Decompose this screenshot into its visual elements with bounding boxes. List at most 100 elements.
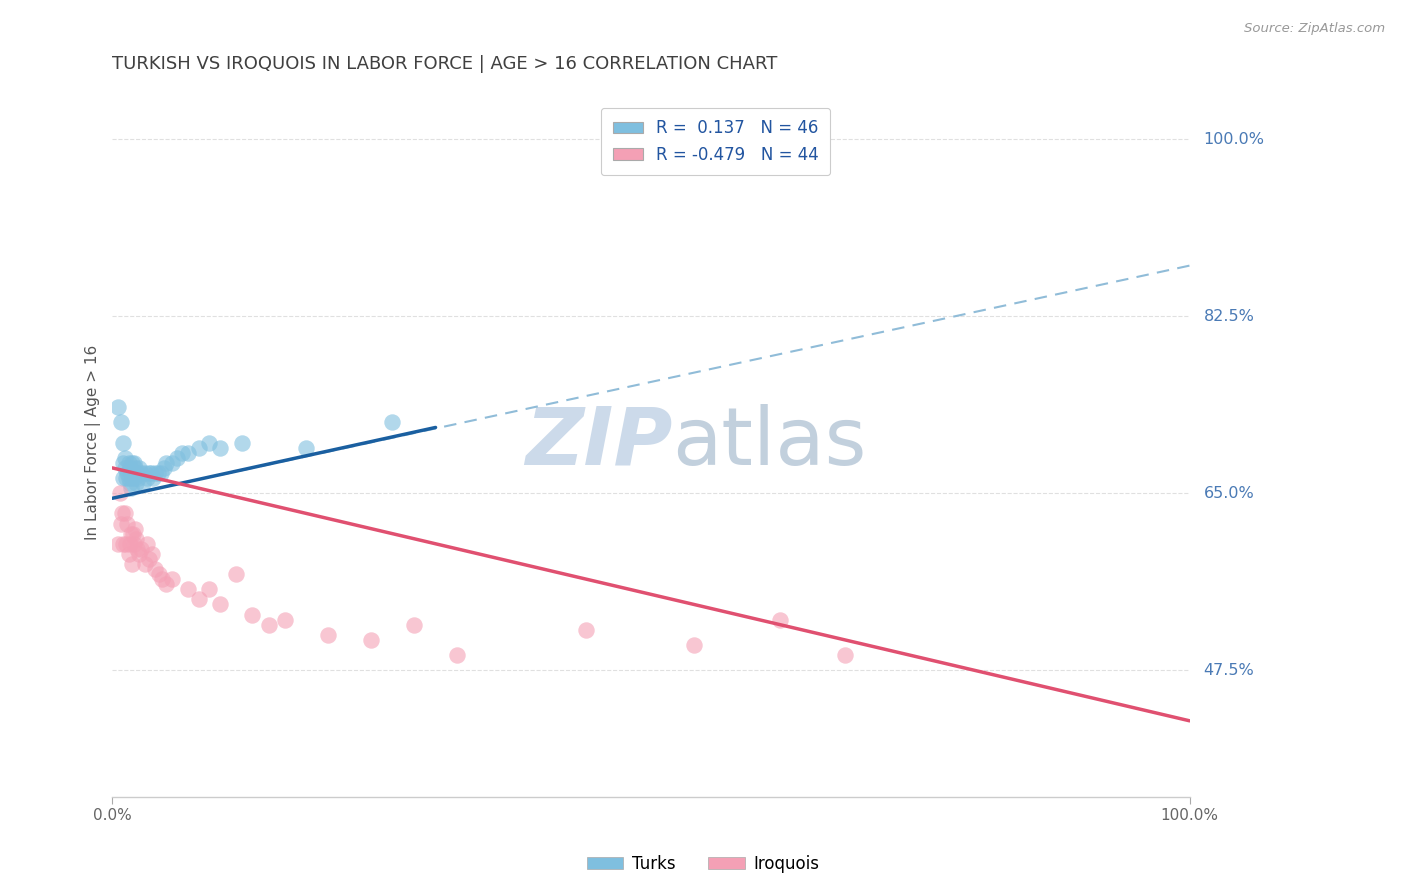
Legend: Turks, Iroquois: Turks, Iroquois: [579, 848, 827, 880]
Point: [160, 572, 183, 586]
Point: [112, 471, 135, 485]
Point: [115, 471, 138, 485]
Point: [120, 481, 142, 495]
Point: [153, 461, 176, 475]
Point: [122, 537, 145, 551]
Point: [112, 537, 135, 551]
Point: [117, 516, 139, 531]
Point: [381, 416, 404, 430]
Point: [117, 547, 139, 561]
Point: [142, 471, 165, 485]
Point: [128, 461, 150, 475]
Point: [209, 441, 232, 455]
Point: [209, 598, 232, 612]
Point: [834, 648, 856, 662]
Point: [107, 537, 129, 551]
Point: [146, 466, 169, 480]
Point: [134, 466, 156, 480]
Point: [135, 537, 157, 551]
Legend: R =  0.137   N = 46, R = -0.479   N = 44: R = 0.137 N = 46, R = -0.479 N = 44: [600, 108, 831, 175]
Point: [131, 541, 153, 556]
Point: [118, 461, 141, 475]
Point: [274, 613, 297, 627]
Point: [122, 471, 145, 485]
Point: [110, 416, 132, 430]
Point: [117, 456, 139, 470]
Point: [107, 401, 129, 415]
Point: [198, 582, 221, 597]
Point: [141, 466, 163, 480]
Point: [683, 638, 706, 652]
Point: [257, 617, 280, 632]
Point: [231, 435, 253, 450]
Point: [172, 446, 194, 460]
Point: [155, 577, 177, 591]
Point: [769, 613, 792, 627]
Point: [120, 526, 142, 541]
Point: [138, 466, 160, 480]
Text: Source: ZipAtlas.com: Source: ZipAtlas.com: [1244, 22, 1385, 36]
Point: [360, 632, 382, 647]
Point: [128, 547, 150, 561]
Point: [127, 466, 149, 480]
Text: 65.0%: 65.0%: [1204, 486, 1254, 500]
Text: 82.5%: 82.5%: [1204, 309, 1254, 324]
Text: TURKISH VS IROQUOIS IN LABOR FORCE | AGE > 16 CORRELATION CHART: TURKISH VS IROQUOIS IN LABOR FORCE | AGE…: [112, 55, 778, 73]
Point: [148, 567, 170, 582]
Point: [110, 516, 132, 531]
Point: [160, 456, 183, 470]
Point: [118, 537, 141, 551]
Point: [122, 526, 145, 541]
Point: [124, 522, 146, 536]
Point: [114, 450, 136, 465]
Text: atlas: atlas: [672, 403, 868, 482]
Point: [122, 456, 145, 470]
Point: [316, 628, 339, 642]
Point: [108, 486, 131, 500]
Text: ZIP: ZIP: [526, 403, 672, 482]
Text: 47.5%: 47.5%: [1204, 663, 1254, 678]
Point: [111, 507, 134, 521]
Point: [127, 541, 149, 556]
Point: [125, 532, 148, 546]
Point: [131, 466, 153, 480]
Text: 100.0%: 100.0%: [1204, 132, 1264, 146]
Point: [124, 461, 146, 475]
Point: [166, 450, 188, 465]
Point: [141, 547, 163, 561]
Point: [138, 552, 160, 566]
Point: [117, 471, 139, 485]
Point: [114, 507, 136, 521]
Point: [115, 537, 138, 551]
Point: [134, 557, 156, 571]
Point: [242, 607, 264, 622]
Point: [131, 476, 153, 491]
Y-axis label: In Labor Force | Age > 16: In Labor Force | Age > 16: [86, 345, 101, 541]
Point: [135, 471, 157, 485]
Point: [114, 461, 136, 475]
Point: [150, 572, 173, 586]
Point: [187, 592, 209, 607]
Point: [295, 441, 318, 455]
Point: [117, 466, 139, 480]
Point: [112, 435, 135, 450]
Point: [177, 582, 200, 597]
Point: [402, 617, 425, 632]
Point: [118, 476, 141, 491]
Point: [121, 456, 143, 470]
Point: [112, 456, 135, 470]
Point: [121, 557, 143, 571]
Point: [575, 623, 598, 637]
Point: [149, 466, 172, 480]
Point: [225, 567, 247, 582]
Point: [145, 466, 167, 480]
Point: [127, 471, 149, 485]
Point: [177, 446, 200, 460]
Point: [446, 648, 468, 662]
Point: [187, 441, 209, 455]
Point: [120, 466, 142, 480]
Point: [145, 562, 167, 576]
Point: [121, 471, 143, 485]
Point: [155, 456, 177, 470]
Point: [125, 476, 148, 491]
